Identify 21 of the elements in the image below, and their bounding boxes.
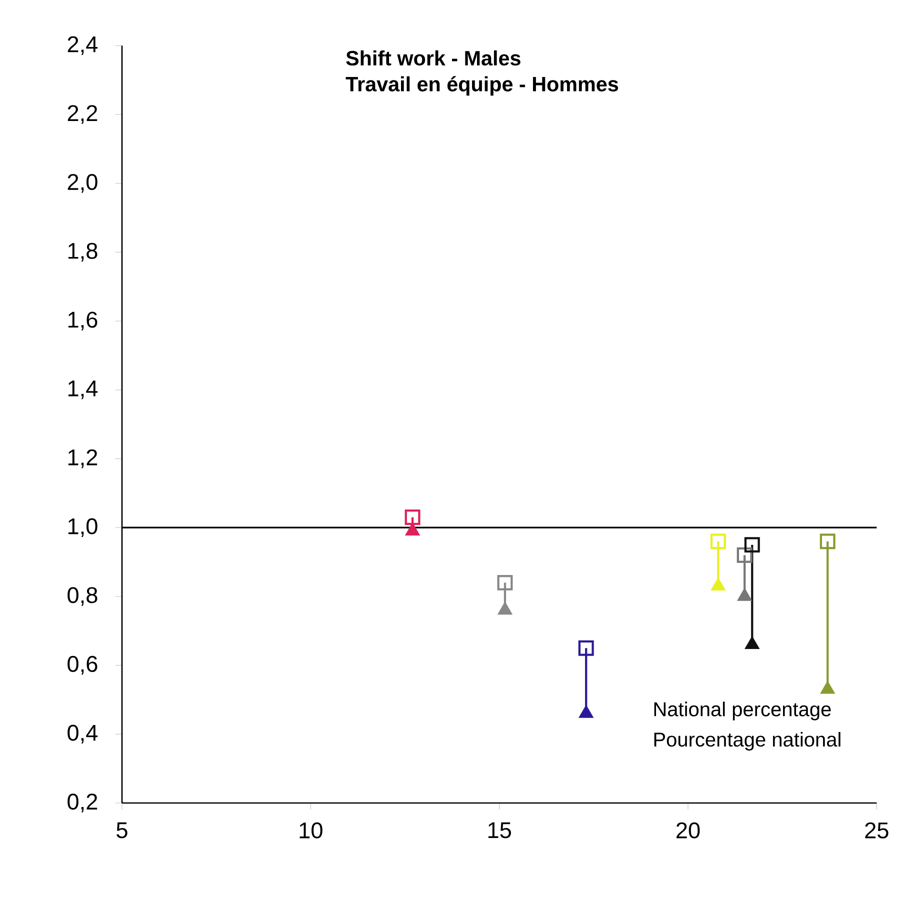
text: Travail en équipe - Hommes: [346, 76, 618, 96]
annotation: National percentage: [654, 702, 831, 720]
y-tick-label: 0,2: [68, 794, 98, 812]
y-tick-label: 2,4: [68, 36, 98, 56]
x-tick-label: 20: [676, 822, 700, 838]
y-tick-label: 1,8: [68, 242, 98, 262]
x-tick-label: 10: [300, 822, 322, 838]
y-tick-label: 0,4: [68, 724, 98, 744]
chart-title: Shift work - Males: [346, 50, 520, 66]
x-tick-label: 15: [488, 822, 511, 838]
y-tick-label: 0,8: [68, 587, 98, 606]
y-tick-label: 2,0: [68, 174, 98, 193]
x-tick-label: 5: [116, 822, 128, 838]
y-tick-label: 2,2: [68, 105, 98, 124]
y-tick-label: 1,2: [68, 449, 98, 468]
x-tick-label: 25: [865, 822, 888, 838]
y-tick-label: 1,6: [68, 312, 98, 330]
annotation: Pourcentage national: [654, 732, 840, 751]
y-tick-label: 1,4: [68, 380, 98, 400]
y-tick-label: 1,0: [68, 518, 98, 537]
y-tick-label: 0,6: [68, 656, 98, 675]
